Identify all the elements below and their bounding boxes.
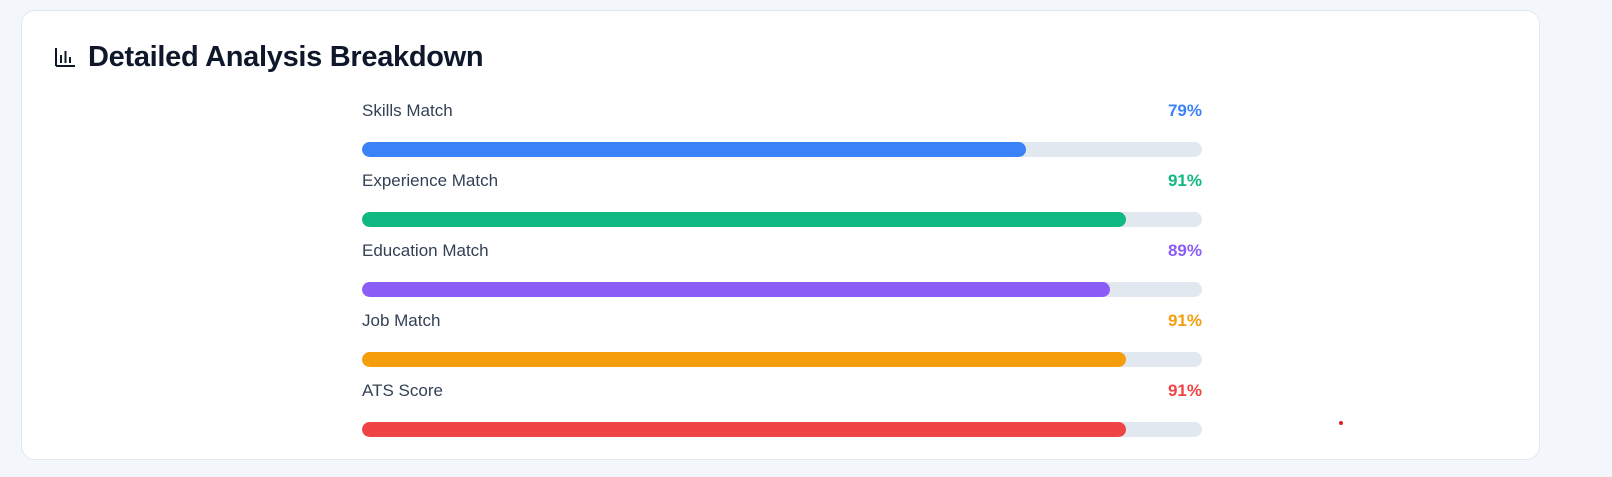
metric-skills-match: Skills Match 79% — [362, 99, 1202, 169]
progress-track — [362, 142, 1202, 157]
card-title: Detailed Analysis Breakdown — [88, 40, 484, 73]
metric-label: Education Match — [362, 241, 489, 260]
progress-fill — [362, 142, 1026, 157]
metric-education-match: Education Match 89% — [362, 239, 1202, 309]
metric-label: Job Match — [362, 311, 441, 330]
cursor-dot — [1339, 421, 1343, 425]
metric-value: 91% — [1167, 311, 1202, 330]
progress-fill — [362, 352, 1127, 367]
metric-label: ATS Score — [362, 381, 443, 400]
metric-value: 91% — [1167, 381, 1202, 400]
progress-track — [362, 282, 1202, 297]
analysis-card: Detailed Analysis Breakdown Skills Match… — [21, 10, 1540, 460]
metric-value: 79% — [1167, 101, 1202, 120]
bar-chart-icon — [54, 46, 76, 68]
metrics-list: Skills Match 79% Experience Match 91% Ed… — [362, 99, 1202, 449]
progress-track — [362, 212, 1202, 227]
progress-track — [362, 352, 1202, 367]
metric-label: Experience Match — [362, 171, 499, 190]
metric-experience-match: Experience Match 91% — [362, 169, 1202, 239]
progress-track — [362, 422, 1202, 437]
metric-value: 91% — [1167, 171, 1202, 190]
progress-fill — [362, 282, 1110, 297]
metric-job-match: Job Match 91% — [362, 309, 1202, 379]
card-header: Detailed Analysis Breakdown — [54, 37, 484, 77]
metric-value: 89% — [1167, 241, 1202, 260]
progress-fill — [362, 212, 1127, 227]
metric-ats-score: ATS Score 91% — [362, 379, 1202, 449]
progress-fill — [362, 422, 1127, 437]
metric-label: Skills Match — [362, 101, 453, 120]
